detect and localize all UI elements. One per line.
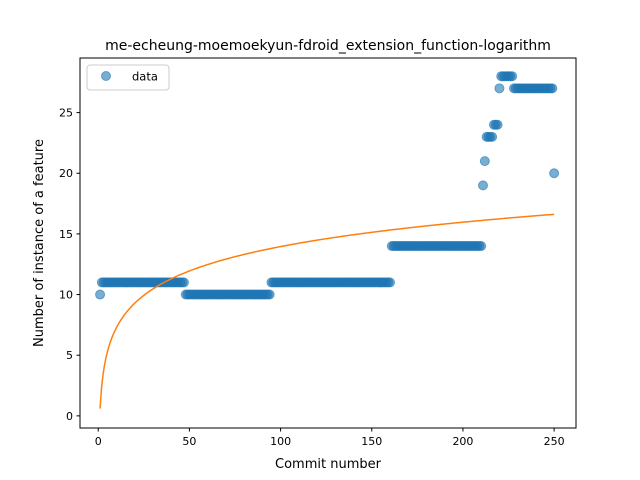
chart-title: me-echeung-moemoekyun-fdroid_extension_f… — [105, 38, 551, 54]
data-point — [95, 289, 106, 300]
data-point — [549, 168, 560, 179]
x-axis-label: Commit number — [275, 457, 382, 472]
y-tick-label: 15 — [59, 228, 73, 241]
data-point — [492, 119, 503, 130]
data-point — [385, 277, 395, 288]
y-tick-label: 0 — [66, 410, 73, 423]
data-point — [476, 241, 487, 252]
data-point — [547, 83, 558, 94]
data-point — [507, 71, 518, 82]
data-point — [478, 180, 488, 191]
data-point — [178, 277, 189, 288]
x-tick-label: 250 — [544, 435, 565, 448]
legend-label-data: data — [132, 70, 158, 84]
y-tick-label: 20 — [59, 167, 73, 180]
data-point — [264, 289, 275, 300]
y-axis-label: Number of instance of a feature — [32, 139, 47, 347]
x-tick-label: 100 — [270, 435, 291, 448]
x-axis: 0 50 100 150 200 250 — [95, 428, 565, 448]
x-tick-label: 0 — [95, 435, 102, 448]
data-point — [494, 83, 505, 94]
data-series — [95, 71, 560, 300]
x-tick-label: 150 — [361, 435, 382, 448]
legend-marker-data — [101, 71, 111, 81]
data-point — [487, 131, 498, 142]
x-tick-label: 200 — [452, 435, 473, 448]
legend: data — [86, 64, 170, 91]
y-tick-label: 10 — [59, 289, 73, 302]
x-tick-label: 50 — [182, 435, 196, 448]
y-axis: 0 5 10 15 20 25 — [59, 107, 80, 423]
y-tick-label: 5 — [66, 349, 73, 362]
y-tick-label: 25 — [59, 107, 73, 120]
data-point — [479, 156, 490, 167]
axes-frame — [79, 57, 577, 429]
fit-line — [99, 213, 555, 409]
plot-area — [95, 71, 560, 409]
